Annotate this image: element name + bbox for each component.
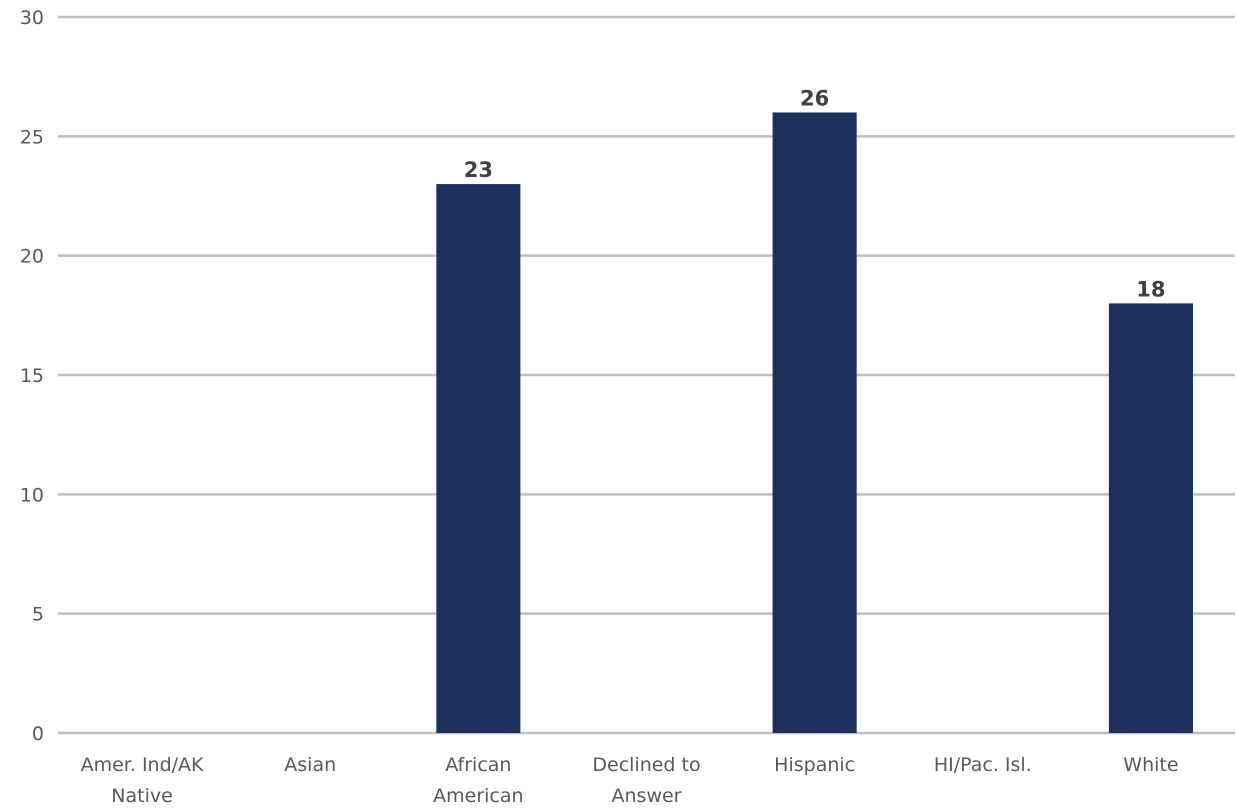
x-tick-label: White <box>1123 754 1178 776</box>
x-tick-label: African American <box>433 754 523 807</box>
x-tick-label: Declined to Answer <box>592 754 700 807</box>
data-label: 18 <box>1136 277 1165 301</box>
y-tick-label: 10 <box>20 484 44 506</box>
bar <box>1108 303 1193 733</box>
y-tick-label: 25 <box>20 126 44 148</box>
y-tick-label: 30 <box>20 7 44 29</box>
x-tick-label: Amer. Ind/AK Native <box>81 754 204 807</box>
y-tick-label: 15 <box>20 365 44 387</box>
y-tick-label: 20 <box>20 246 44 268</box>
y-tick-label: 0 <box>32 723 44 745</box>
gridlines <box>58 15 1235 735</box>
y-axis-tick-labels: 0 5 10 15 20 25 30 <box>20 7 44 745</box>
y-tick-label: 5 <box>32 604 44 626</box>
data-label: 26 <box>800 86 829 110</box>
bar <box>436 184 521 734</box>
bars <box>436 112 1193 734</box>
x-tick-label: Asian <box>284 754 336 776</box>
bar <box>772 112 857 733</box>
data-labels: 23 26 18 <box>464 86 1166 301</box>
x-tick-label: HI/Pac. Isl. <box>934 754 1032 776</box>
x-tick-label: Hispanic <box>774 754 855 776</box>
x-axis-category-labels: Amer. Ind/AK Native Asian African American De… <box>81 754 1179 807</box>
data-label: 23 <box>464 158 493 182</box>
